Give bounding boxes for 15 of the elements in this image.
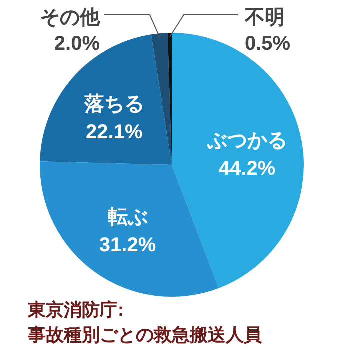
data-label: 0.5% — [245, 33, 291, 55]
pie-slice — [172, 33, 304, 288]
pie-slice — [40, 162, 220, 297]
text: 東京消防庁: 事故種別ごとの救急搬送人員 — [27, 300, 263, 345]
data-label: 31.2% — [99, 234, 156, 256]
slice-label: 転ぶ — [108, 206, 148, 228]
slice-label: 不明 — [244, 7, 285, 29]
data-label: 44.2% — [218, 158, 276, 180]
data-label: 22.1% — [86, 122, 143, 144]
pie-slice — [151, 33, 172, 165]
slice-label: ぶつかる — [206, 130, 288, 152]
slice-label: 落ちる — [83, 94, 144, 116]
slice-label: その他 — [40, 7, 101, 29]
pie-slice — [40, 34, 172, 165]
data-label: 2.0% — [54, 33, 100, 55]
